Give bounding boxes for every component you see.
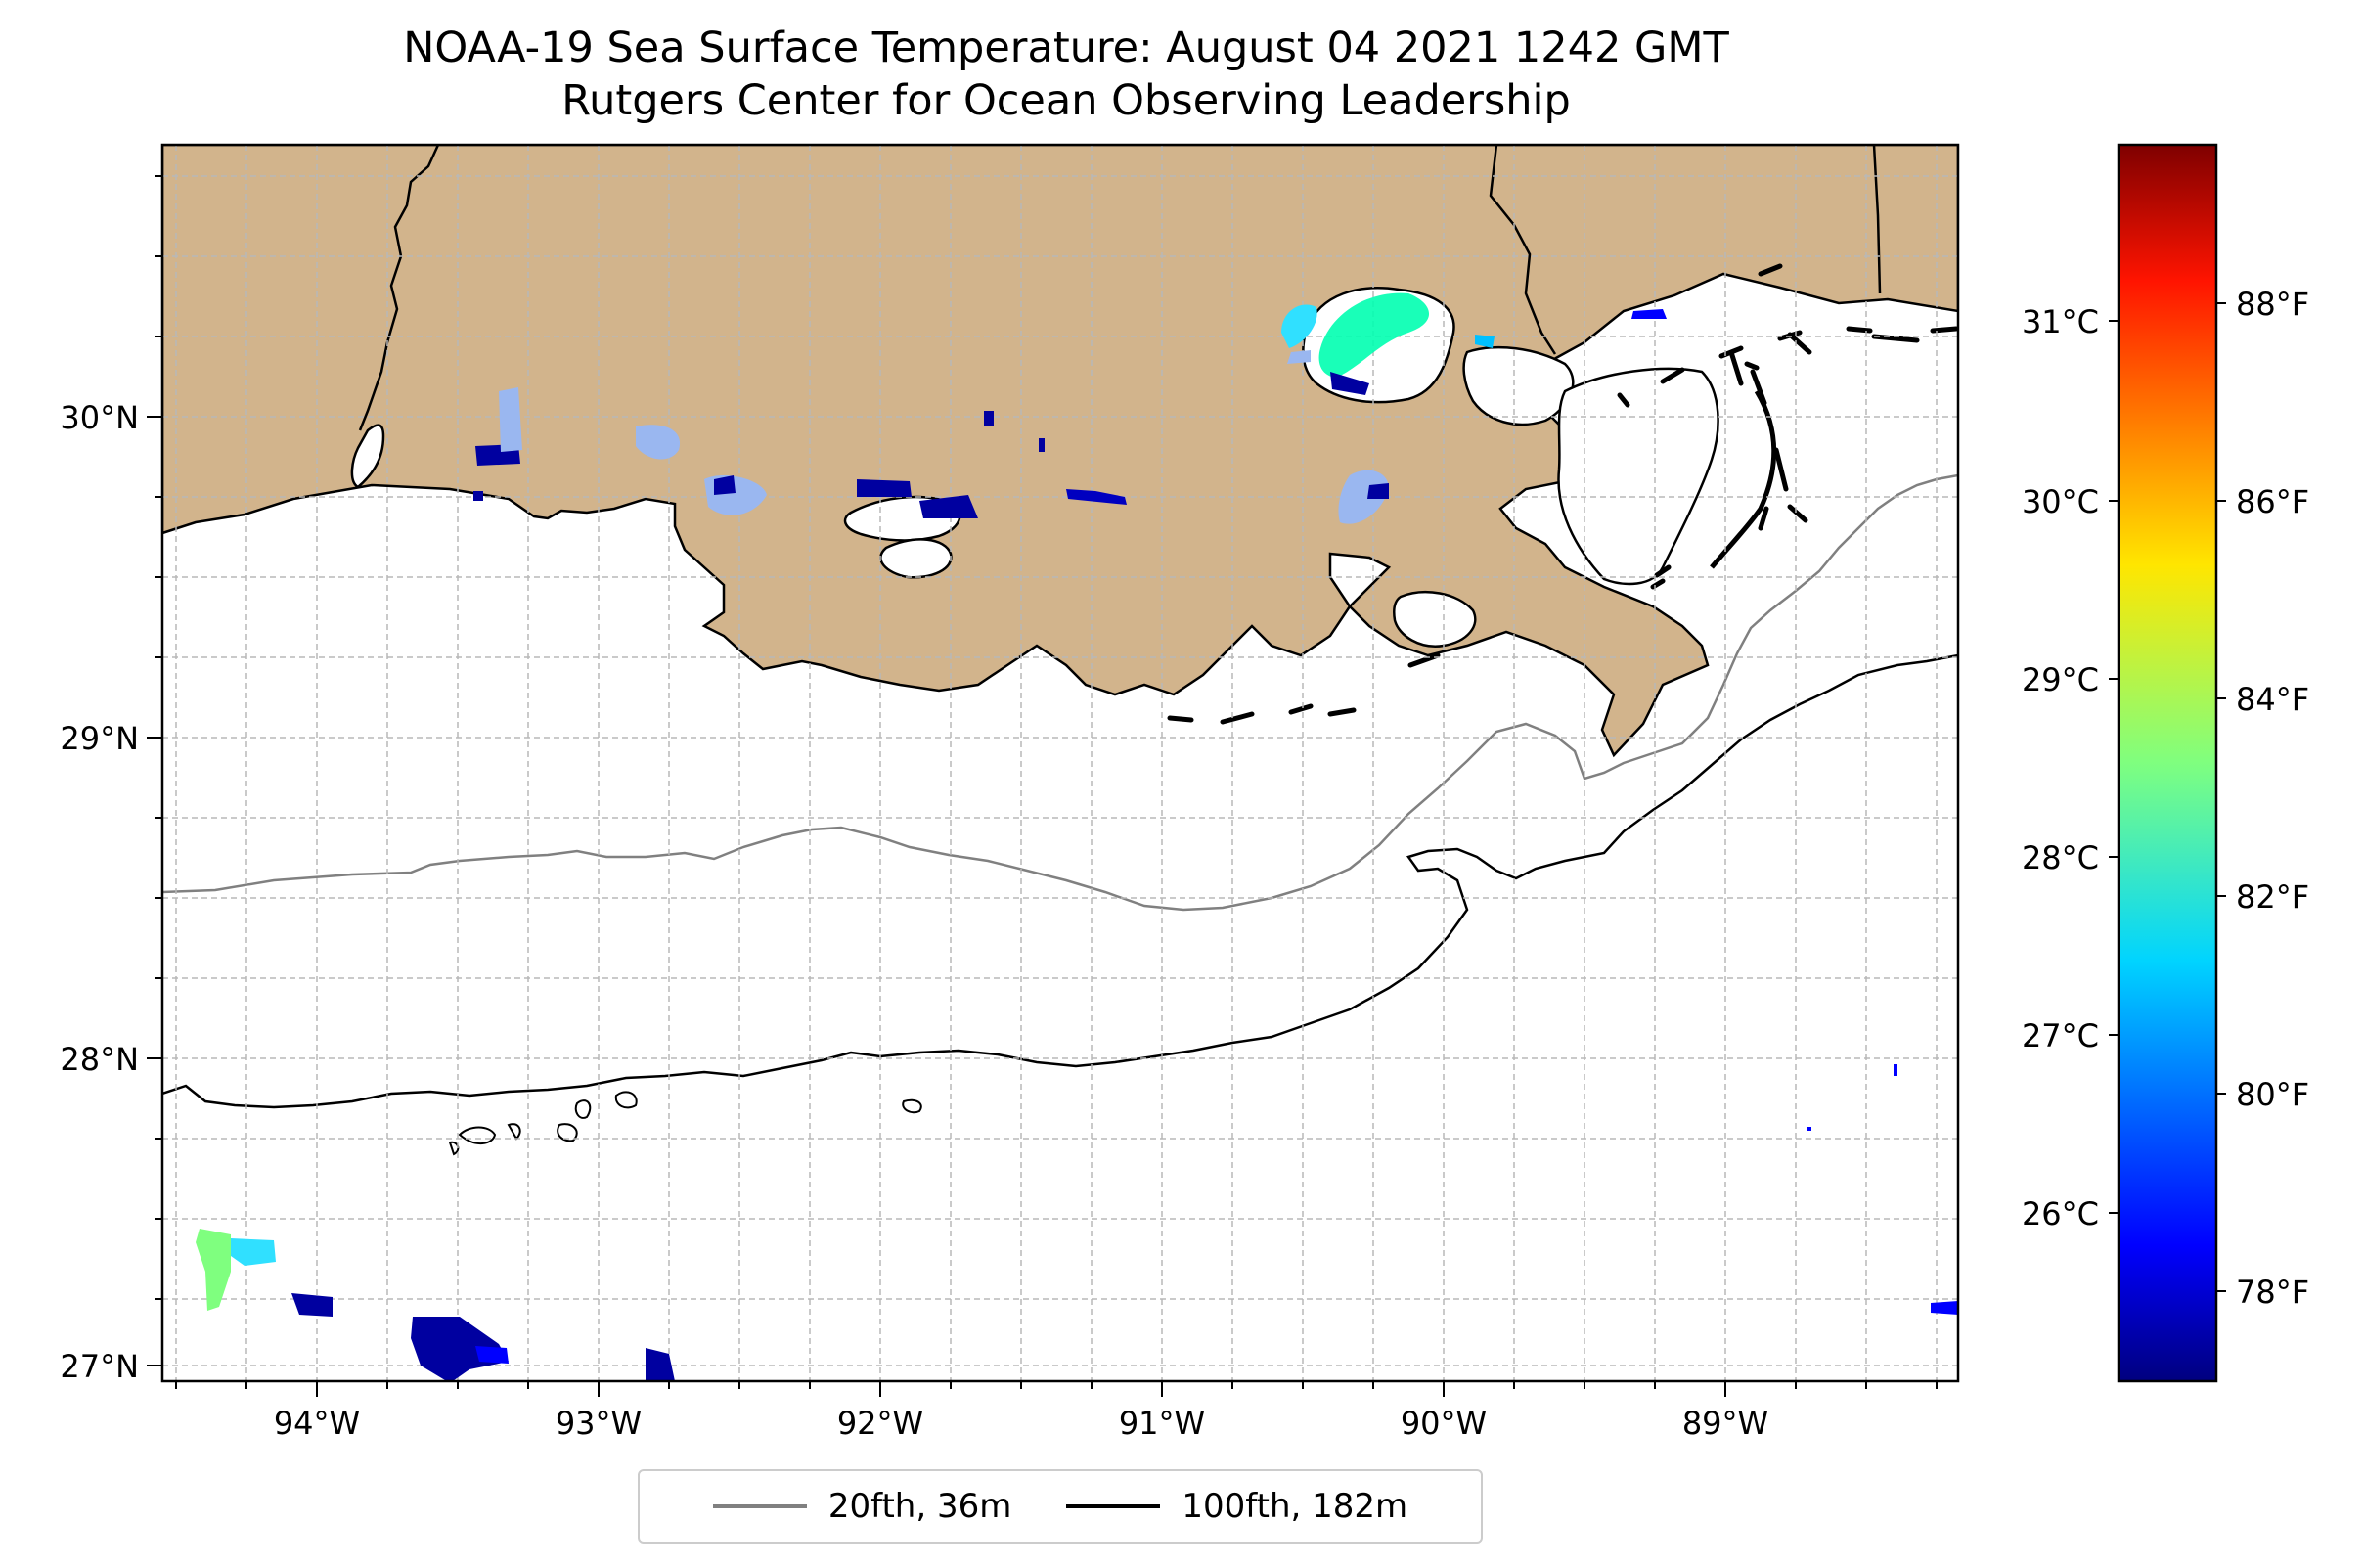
lon-tick-label: 90°W [1401,1405,1487,1442]
colorbar-fahrenheit-label: 82°F [2236,878,2309,916]
lon-ticks [175,1381,1938,1397]
legend-line-black [1066,1504,1161,1508]
colorbar-celsius-label: 30°C [2022,483,2099,520]
lat-ticks [147,175,162,1366]
legend-line-gray [712,1504,807,1508]
colorbar-fahrenheit-ticks [2216,302,2226,1292]
sst-patches [196,292,1958,1381]
colorbar-celsius-label: 28°C [2022,839,2099,876]
map-frame [160,143,1960,1383]
title-line-1: NOAA-19 Sea Surface Temperature: August … [403,23,1729,72]
state-border-tx-la [358,145,440,431]
lon-tick-labels: 94°W 93°W 92°W 91°W 90°W 89°W [274,1405,1768,1442]
legend-label: 100fth, 182m [1182,1487,1408,1526]
contour-20fth [162,473,1958,912]
calcasieu-lake [350,424,385,489]
lon-tick-label: 94°W [274,1405,360,1442]
lon-tick-label: 89°W [1682,1405,1768,1442]
lon-tick-label: 91°W [1119,1405,1205,1442]
title-line-2: Rutgers Center for Ocean Observing Leade… [561,76,1571,125]
breton-sound [1557,367,1719,586]
gridlines [162,145,1958,1381]
colorbar-celsius-label: 26°C [2022,1195,2099,1232]
atchafalaya-bay [879,538,953,579]
colorbar-fahrenheit-label: 84°F [2236,681,2309,718]
map-panel [162,145,1958,1381]
legend-item-100fth: 100fth, 182m [1066,1487,1407,1526]
colorbar-celsius-label: 31°C [2022,303,2099,340]
state-border-ms-al [1872,145,1882,294]
colorbar-fahrenheit-label: 88°F [2236,286,2309,323]
land-area [162,145,1958,758]
lat-tick-label: 28°N [60,1041,139,1078]
colorbar-celsius-label: 29°C [2022,661,2099,698]
lake-borgne [1462,345,1575,426]
contour-100fth-islands [448,1091,922,1156]
colorbar-celsius-label: 27°C [2022,1017,2099,1054]
legend: 20fth, 36m 100fth, 182m [638,1469,1483,1544]
barrier-islands [1167,263,1958,725]
state-border-la-ms [1489,145,1557,355]
colorbar: 31°C 30°C 29°C 28°C 27°C 26°C 88°F 86°F … [2022,143,2309,1383]
lat-tick-label: 29°N [60,720,139,757]
colorbar-fahrenheit-label: 80°F [2236,1076,2309,1113]
legend-item-20fth: 20fth, 36m [712,1487,1012,1526]
lat-tick-labels: 30°N 29°N 28°N 27°N [60,399,139,1385]
legend-label: 20fth, 36m [827,1487,1012,1526]
colorbar-gradient [2117,143,2218,1383]
chart-title: NOAA-19 Sea Surface Temperature: August … [0,22,2132,127]
colorbar-celsius-ticks [2109,320,2119,1214]
colorbar-fahrenheit-label: 86°F [2236,483,2309,520]
lat-tick-label: 30°N [60,399,139,436]
colorbar-fahrenheit-label: 78°F [2236,1274,2309,1311]
contour-100fth [162,653,1958,1109]
lon-tick-label: 92°W [837,1405,923,1442]
chandeleur-islands [1710,389,1777,569]
lat-tick-label: 27°N [60,1348,139,1385]
lon-tick-label: 93°W [556,1405,642,1442]
